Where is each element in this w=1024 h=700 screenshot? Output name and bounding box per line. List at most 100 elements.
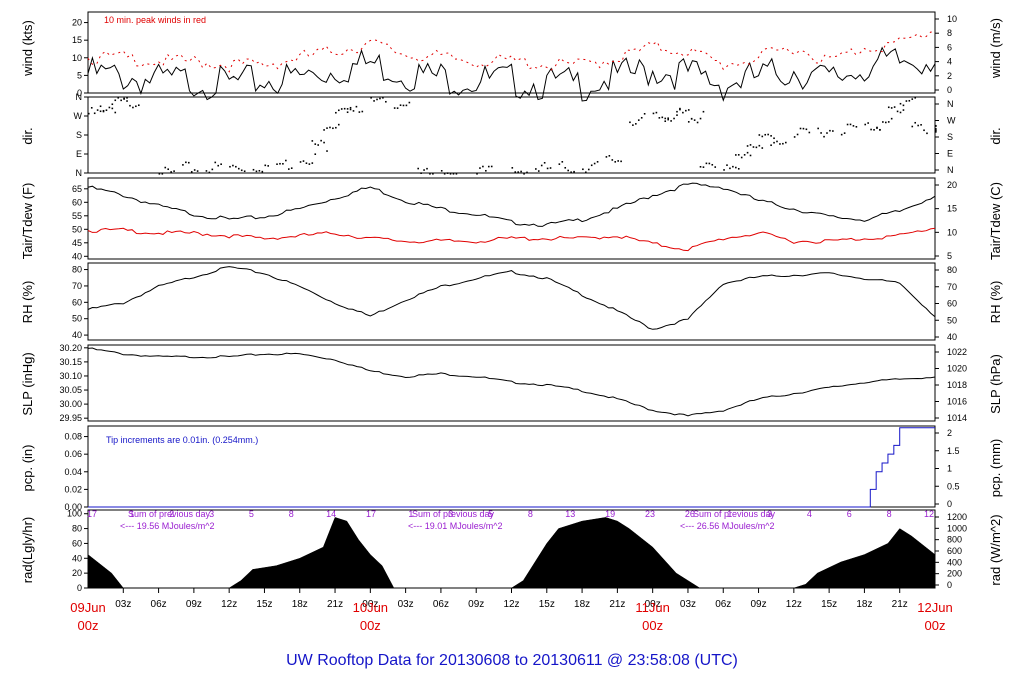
ytick-label-rh-4: 80	[72, 265, 82, 275]
dir-point	[899, 111, 902, 114]
dir-point	[590, 164, 593, 167]
ylabel-wind: wind (kts)	[20, 20, 35, 77]
dir-point	[655, 111, 658, 114]
dir-point	[758, 134, 761, 136]
ytick-right-label-dir-3: W	[947, 116, 956, 126]
ytick-label-temp-4: 60	[72, 197, 82, 207]
dir-point	[167, 168, 170, 171]
ytick-label-dir-4: N	[76, 92, 83, 102]
xtick-label-6: 21z	[327, 599, 343, 610]
dir-point	[117, 97, 120, 99]
dir-point	[632, 124, 634, 126]
dir-point	[114, 111, 117, 114]
panel-dir-frame	[87, 96, 936, 174]
xtick-label-22: 21z	[892, 599, 908, 610]
dir-point	[637, 119, 640, 121]
dir-point	[408, 101, 411, 104]
dir-point	[526, 171, 528, 174]
dir-point	[482, 165, 484, 168]
wind-annotation: 10 min. peak winds in red	[104, 15, 206, 25]
dir-point	[314, 143, 317, 145]
dir-point	[796, 133, 799, 136]
ytick-right-label-rh-0: 40	[947, 332, 957, 342]
ytick-right-label-rad-6: 1200	[947, 512, 967, 522]
dir-point	[99, 105, 102, 108]
dir-point	[779, 143, 781, 145]
dir-point	[749, 144, 752, 146]
dir-point	[299, 161, 302, 163]
dir-point	[379, 97, 381, 100]
dir-point	[708, 162, 711, 165]
ytick-label-temp-0: 40	[72, 251, 82, 261]
ylabel-right-dir: dir.	[988, 127, 1003, 144]
rad-top-number-18: 4	[807, 509, 812, 519]
dir-point	[661, 116, 664, 119]
dir-point	[349, 108, 352, 111]
dir-point	[755, 146, 758, 149]
dir-point	[867, 122, 869, 124]
dir-point	[687, 121, 690, 123]
ytick-label-rh-2: 60	[72, 297, 82, 307]
dir-point	[702, 166, 705, 168]
dir-point	[885, 121, 887, 124]
dir-point	[479, 167, 481, 169]
dir-point	[899, 102, 902, 105]
ytick-label-rad-2: 40	[72, 553, 82, 563]
dir-point	[608, 155, 611, 157]
ytick-label-slp-4: 30.15	[59, 357, 82, 367]
ytick-right-label-pcp-3: 1.5	[947, 446, 960, 456]
dir-point	[337, 109, 340, 112]
dir-point	[358, 111, 361, 113]
dir-point	[729, 167, 731, 170]
rad-top-number-4: 5	[249, 509, 254, 519]
series-pcp-0	[88, 427, 935, 508]
dir-point	[664, 117, 667, 120]
dir-point	[911, 98, 914, 100]
dir-point	[373, 100, 375, 102]
dir-point	[329, 126, 331, 129]
dir-point	[890, 107, 893, 109]
dir-point	[902, 104, 905, 107]
ytick-right-label-slp-2: 1018	[947, 380, 967, 390]
dir-point	[596, 161, 599, 163]
dir-point	[129, 104, 131, 107]
dir-point	[735, 166, 737, 169]
ytick-right-label-dir-4: N	[947, 99, 954, 109]
dir-point	[670, 120, 672, 122]
dir-point	[161, 173, 164, 175]
ytick-label-rad-3: 60	[72, 538, 82, 548]
ylabel-right-pcp: pcp. (mm)	[988, 439, 1003, 498]
dir-point	[346, 111, 349, 114]
dir-point	[846, 123, 849, 126]
dir-point	[90, 106, 93, 109]
dir-point	[164, 166, 167, 169]
dir-point	[767, 133, 769, 136]
dir-point	[735, 154, 737, 156]
ytick-label-rh-3: 70	[72, 281, 82, 291]
ytick-label-rad-5: 100	[67, 509, 82, 519]
dir-point	[487, 165, 490, 168]
xtick-label-1: 06z	[151, 599, 167, 610]
xtick-label-8: 03z	[398, 599, 414, 610]
series-temp-Tair	[87, 182, 936, 227]
dir-point	[849, 123, 852, 126]
dir-point	[826, 132, 828, 134]
dir-point	[108, 106, 111, 109]
ytick-right-label-rad-0: 0	[947, 580, 952, 590]
dir-point	[340, 108, 343, 110]
dir-point	[323, 129, 325, 131]
rad-top-number-21: 12	[924, 509, 934, 519]
rad-top-number-10: 5	[488, 509, 493, 519]
dir-point	[240, 169, 243, 172]
dir-point	[196, 170, 199, 172]
ytick-label-dir-0: N	[76, 168, 83, 178]
ytick-label-pcp-0: 0.00	[64, 502, 82, 512]
ytick-label-pcp-3: 0.06	[64, 449, 82, 459]
ylabel-slp: SLP (inHg)	[20, 352, 35, 415]
dir-point	[640, 116, 643, 119]
dir-point	[614, 161, 617, 163]
ylabel-right-temp: Tair/Tdew (C)	[988, 182, 1003, 260]
day-time-2: 00z	[642, 618, 663, 633]
dir-point	[267, 165, 269, 167]
